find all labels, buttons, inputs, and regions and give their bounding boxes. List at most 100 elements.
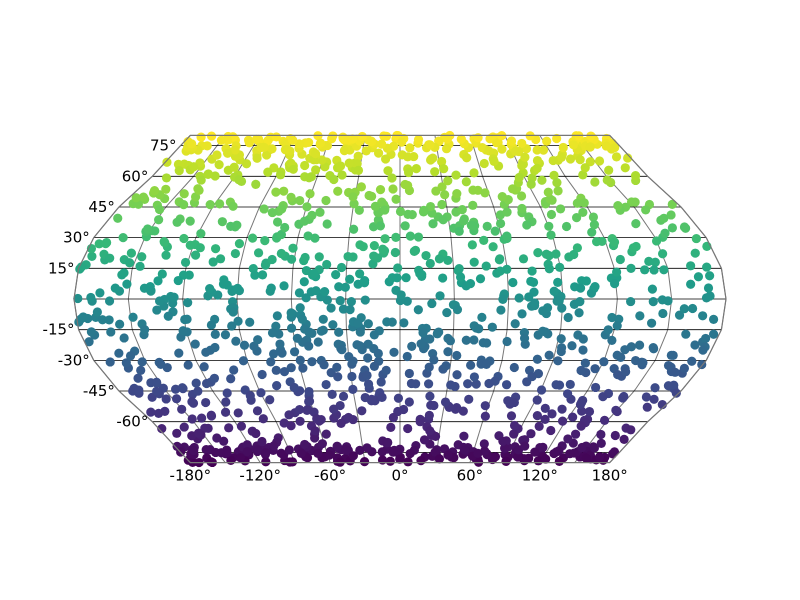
data-point [134, 385, 144, 395]
data-point [179, 233, 189, 244]
data-point [544, 221, 554, 231]
data-point [480, 188, 490, 198]
data-point [187, 414, 197, 424]
data-point [122, 279, 132, 289]
data-point [277, 348, 287, 358]
data-point [310, 433, 320, 443]
data-point [226, 374, 236, 384]
data-point [514, 146, 524, 157]
data-point [514, 293, 524, 303]
data-point [659, 265, 669, 275]
data-point [140, 324, 150, 335]
data-point [425, 140, 435, 150]
data-point [517, 203, 527, 214]
data-point [229, 365, 239, 375]
data-point [304, 327, 314, 337]
data-point [152, 305, 162, 315]
data-point [594, 156, 605, 166]
data-point [391, 232, 401, 242]
data-point [501, 456, 511, 466]
data-point [256, 142, 266, 153]
data-point [611, 405, 621, 415]
data-point [137, 357, 147, 367]
data-point [481, 261, 491, 271]
data-point [403, 152, 413, 162]
data-point [333, 186, 343, 196]
data-point [247, 233, 258, 243]
data-point [456, 134, 466, 144]
data-point [493, 137, 503, 148]
data-point [284, 410, 294, 420]
data-point [253, 445, 263, 455]
data-point [455, 272, 466, 282]
data-point [327, 134, 337, 144]
data-point [161, 250, 171, 260]
data-point [558, 416, 568, 426]
data-point [558, 142, 568, 153]
data-point [337, 345, 347, 355]
data-point [427, 298, 437, 309]
data-point [482, 221, 492, 231]
lon-tick-label: 60° [457, 467, 484, 485]
data-point [399, 318, 409, 328]
data-point [355, 445, 365, 455]
data-point [516, 191, 527, 201]
data-point [584, 406, 595, 417]
data-point [596, 429, 606, 440]
data-point [359, 457, 370, 467]
data-point [355, 341, 365, 351]
data-point [304, 396, 315, 406]
data-point [377, 392, 387, 402]
data-point [703, 283, 714, 293]
data-point [279, 186, 289, 196]
data-point [658, 249, 668, 259]
data-point [554, 456, 564, 467]
data-point [509, 397, 519, 408]
data-point [526, 429, 536, 439]
data-point [538, 306, 548, 316]
data-point [544, 264, 554, 274]
data-point [172, 428, 182, 438]
data-point [580, 163, 590, 173]
data-point [279, 281, 289, 291]
data-point [114, 348, 124, 358]
data-point [547, 409, 557, 419]
data-point [530, 447, 540, 457]
data-point [340, 282, 350, 292]
data-point [302, 202, 312, 212]
data-point [435, 291, 445, 301]
data-point [298, 363, 308, 373]
data-point [431, 186, 441, 196]
data-point [193, 386, 203, 396]
data-point [708, 314, 719, 324]
data-point [596, 438, 606, 448]
data-point [380, 234, 390, 244]
data-point [316, 326, 326, 336]
data-point [367, 191, 377, 201]
data-point [524, 292, 534, 302]
data-point [183, 298, 193, 308]
data-point [354, 205, 364, 215]
data-point [154, 204, 165, 215]
data-point [572, 198, 582, 208]
data-point [396, 290, 406, 300]
data-point [532, 395, 542, 405]
data-point [576, 397, 587, 408]
data-point [355, 269, 365, 279]
data-point [152, 386, 162, 396]
lat-tick-label: -30° [58, 351, 90, 369]
data-point [357, 131, 367, 142]
data-point [647, 284, 658, 294]
lon-tick-label: 120° [522, 467, 558, 485]
data-point [454, 226, 464, 236]
data-point [563, 389, 573, 399]
data-point [201, 445, 211, 455]
data-point [551, 380, 561, 390]
data-point [284, 445, 294, 455]
data-point [674, 310, 685, 320]
data-point [576, 421, 586, 431]
data-point [481, 359, 492, 370]
data-point [121, 358, 131, 368]
data-point [215, 199, 225, 209]
data-point [546, 209, 557, 220]
